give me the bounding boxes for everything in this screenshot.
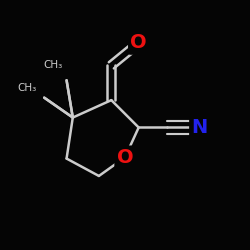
Text: N: N bbox=[192, 118, 208, 137]
Text: O: O bbox=[117, 148, 133, 167]
Text: CH₃: CH₃ bbox=[43, 60, 62, 70]
Text: O: O bbox=[130, 34, 147, 52]
Text: CH₃: CH₃ bbox=[17, 83, 36, 93]
